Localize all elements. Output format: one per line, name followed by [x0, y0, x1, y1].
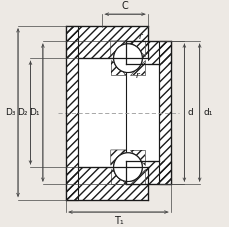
Circle shape	[113, 153, 142, 181]
Polygon shape	[129, 150, 144, 165]
Polygon shape	[110, 150, 125, 165]
Bar	[65, 167, 147, 200]
Polygon shape	[110, 41, 125, 56]
Polygon shape	[129, 41, 144, 56]
Text: D₃: D₃	[5, 108, 15, 117]
Bar	[125, 161, 170, 184]
Bar	[65, 26, 147, 58]
Bar	[125, 41, 170, 64]
Circle shape	[113, 44, 142, 72]
Bar	[125, 58, 147, 167]
Bar	[65, 167, 147, 200]
Text: d₁: d₁	[203, 108, 212, 117]
Text: D₁: D₁	[29, 108, 40, 117]
Polygon shape	[110, 60, 125, 75]
Circle shape	[113, 44, 142, 72]
Bar	[158, 41, 170, 184]
Bar	[158, 41, 170, 184]
Polygon shape	[129, 169, 144, 184]
Polygon shape	[129, 60, 144, 75]
Bar	[125, 161, 170, 184]
Text: r: r	[138, 32, 142, 41]
Text: d: d	[186, 108, 192, 117]
Bar	[65, 26, 78, 200]
Text: r: r	[135, 71, 139, 80]
Text: T₁: T₁	[113, 216, 123, 226]
Bar	[78, 58, 147, 167]
Bar	[125, 41, 170, 64]
Polygon shape	[110, 169, 125, 184]
Bar	[125, 64, 158, 161]
Text: D₂: D₂	[17, 108, 27, 117]
Circle shape	[113, 153, 142, 181]
Bar	[65, 26, 147, 58]
Text: C: C	[121, 1, 128, 11]
Bar	[65, 26, 78, 200]
